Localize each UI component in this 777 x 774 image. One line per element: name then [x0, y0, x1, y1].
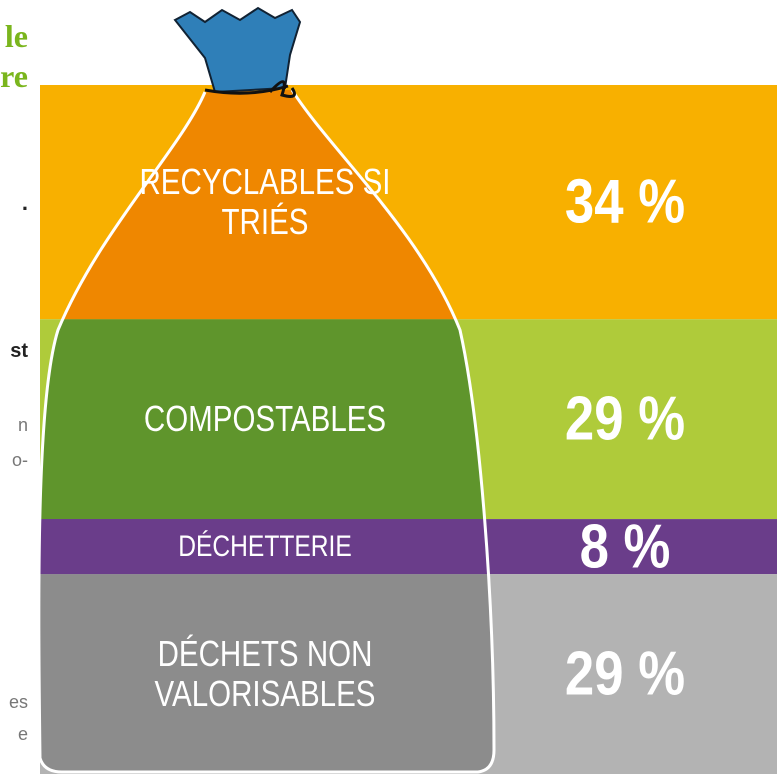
- side-text: re: [0, 58, 28, 95]
- bag-tie: [175, 8, 300, 92]
- side-text: e: [18, 724, 28, 745]
- side-text: o-: [12, 450, 28, 471]
- infographic: RECYCLABLES SI TRIÉS 34 % COMPOSTABLES 29 %…: [0, 0, 777, 774]
- category-label: DÉCHETTERIE: [126, 527, 405, 567]
- value-label: 29 %: [565, 384, 685, 455]
- side-text: le: [5, 18, 28, 55]
- side-text: n: [18, 415, 28, 436]
- side-text: st: [10, 340, 28, 363]
- side-text: .: [22, 190, 28, 216]
- category-label: COMPOSTABLES: [126, 399, 405, 439]
- value-label: 8 %: [580, 511, 671, 582]
- category-label: RECYCLABLES SI TRIÉS: [126, 162, 405, 242]
- value-label: 29 %: [565, 639, 685, 710]
- side-text: es: [9, 692, 28, 713]
- category-label: DÉCHETS NON VALORISABLES: [126, 634, 405, 714]
- value-label: 34 %: [565, 167, 685, 238]
